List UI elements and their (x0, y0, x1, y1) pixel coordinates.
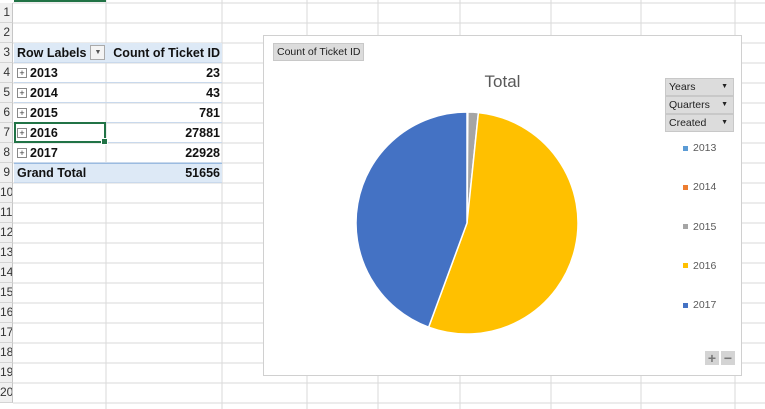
selected-cell[interactable] (14, 122, 108, 145)
row-header[interactable]: 17 (0, 323, 13, 343)
row-header[interactable]: 5 (0, 83, 13, 103)
field-label: Created (669, 117, 707, 129)
expand-icon[interactable]: + (17, 127, 27, 138)
legend-label: 2014 (693, 181, 717, 194)
pivot-row: +2016 27881 (14, 123, 222, 143)
legend-item[interactable]: 2015 (683, 221, 716, 233)
row-header[interactable]: 14 (0, 263, 13, 283)
grand-total-row: Grand Total 51656 (14, 163, 222, 183)
axis-field-button[interactable]: Quarters ▼ (665, 96, 734, 114)
legend-item[interactable]: 2014 (683, 181, 716, 193)
grand-total-value: 51656 (185, 166, 220, 180)
pivot-row: +2017 22928 (14, 143, 222, 163)
row-label: 2014 (30, 85, 58, 100)
legend-item[interactable]: 2013 (683, 142, 716, 154)
pivot-table: Row Labels ▼ Count of Ticket ID +2013 23 +2… (14, 43, 222, 183)
pie-slice-2016[interactable] (427, 111, 579, 335)
row-header[interactable]: 2 (0, 23, 13, 43)
legend-label: 2017 (693, 299, 717, 312)
filter-dropdown-icon[interactable]: ▼ (90, 45, 106, 60)
dropdown-arrow-icon: ▼ (721, 83, 728, 90)
legend-label: 2013 (693, 142, 717, 154)
expand-icon[interactable]: + (17, 87, 27, 98)
pivot-chart[interactable]: Count of Ticket ID Total Years ▼ Quarters ▼… (263, 35, 742, 376)
field-label: Quarters (669, 99, 710, 111)
legend-swatch (683, 302, 688, 308)
legend-swatch (683, 263, 688, 269)
row-header[interactable]: 10 (0, 183, 13, 203)
grand-total-label: Grand Total (17, 166, 87, 180)
collapse-field-button[interactable]: − (721, 351, 735, 365)
legend-swatch (683, 224, 688, 230)
chart-title: Total (484, 72, 521, 91)
pie-plot (355, 111, 579, 335)
expand-icon[interactable]: + (17, 107, 27, 118)
row-header[interactable]: 3 (0, 43, 13, 63)
row-header[interactable]: 19 (0, 363, 13, 383)
value-field-button[interactable]: Count of Ticket ID (273, 43, 365, 61)
row-header[interactable]: 8 (0, 143, 13, 163)
row-label: 2017 (30, 145, 58, 160)
axis-field-button[interactable]: Created ▼ (665, 114, 734, 132)
legend-swatch (683, 145, 688, 151)
row-value: 27881 (185, 125, 220, 140)
row-header[interactable]: 9 (0, 163, 13, 183)
legend-item[interactable]: 2017 (683, 299, 716, 311)
pivot-header-row: Row Labels ▼ Count of Ticket ID (14, 43, 222, 63)
field-label: Years (669, 81, 696, 93)
pie-slice-2017[interactable] (355, 111, 468, 329)
row-header[interactable]: 11 (0, 203, 13, 223)
legend-item[interactable]: 2016 (683, 260, 716, 272)
row-header[interactable]: 13 (0, 243, 13, 263)
row-label: 2015 (30, 105, 58, 120)
row-header[interactable]: 7 (0, 123, 13, 143)
expand-icon[interactable]: + (17, 67, 27, 78)
row-header[interactable]: 6 (0, 103, 13, 123)
legend-swatch (683, 184, 688, 190)
row-header[interactable]: 1 (0, 3, 13, 23)
row-labels-header: Row Labels (17, 45, 87, 60)
row-value: 781 (199, 105, 220, 120)
expand-field-button[interactable]: + (705, 351, 719, 365)
row-header[interactable]: 16 (0, 303, 13, 323)
row-header[interactable]: 12 (0, 223, 13, 243)
expand-icon[interactable]: + (17, 147, 27, 158)
value-header: Count of Ticket ID (113, 45, 220, 60)
row-header[interactable]: 18 (0, 343, 13, 363)
row-value: 43 (206, 85, 220, 100)
row-header[interactable]: 15 (0, 283, 13, 303)
row-label: 2013 (30, 65, 58, 80)
dropdown-arrow-icon: ▼ (721, 119, 728, 126)
pivot-row: +2013 23 (14, 63, 222, 83)
row-header[interactable]: 20 (0, 383, 13, 403)
dropdown-arrow-icon: ▼ (721, 101, 728, 108)
row-value: 23 (206, 65, 220, 80)
pivot-row: +2015 781 (14, 103, 222, 123)
row-value: 22928 (185, 145, 220, 160)
axis-field-button[interactable]: Years ▼ (665, 78, 734, 96)
legend-label: 2016 (693, 259, 717, 272)
row-header[interactable]: 4 (0, 63, 13, 83)
pivot-row: +2014 43 (14, 83, 222, 103)
row-label: 2016 (30, 125, 58, 140)
legend-label: 2015 (693, 220, 717, 233)
